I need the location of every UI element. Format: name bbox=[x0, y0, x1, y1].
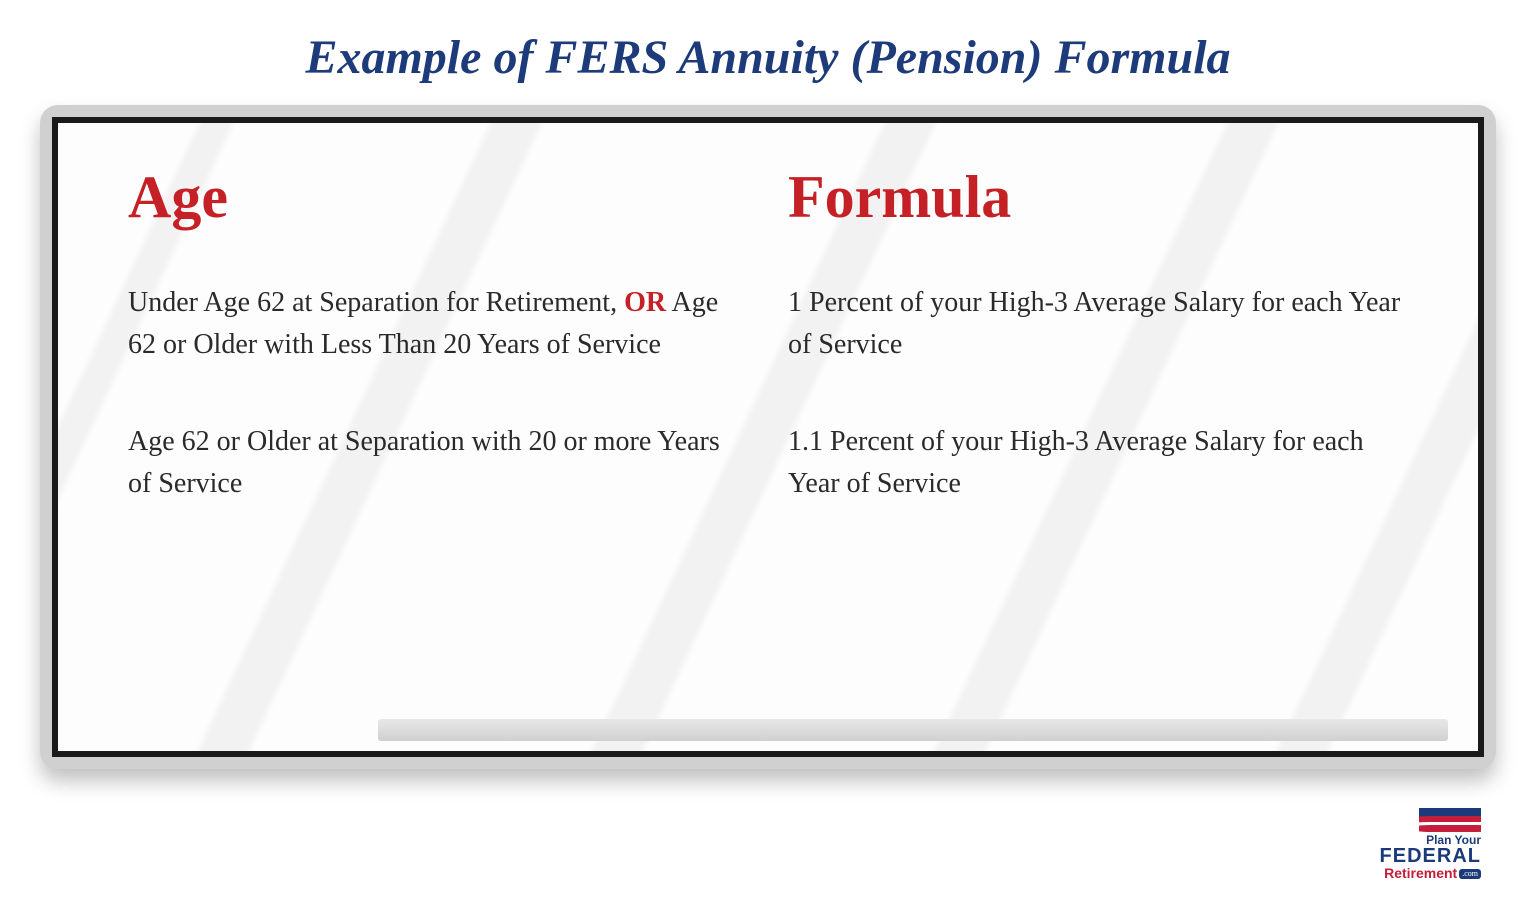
formula-row-2: 1.1 Percent of your High-3 Average Salar… bbox=[788, 421, 1408, 505]
logo-line-2: FEDERAL bbox=[1380, 846, 1481, 866]
age-heading: Age bbox=[128, 163, 748, 232]
age-row-1: Under Age 62 at Separation for Retiremen… bbox=[128, 282, 748, 366]
age-row-2-text: Age 62 or Older at Separation with 20 or… bbox=[128, 426, 720, 499]
formula-column: Formula 1 Percent of your High-3 Average… bbox=[788, 163, 1408, 560]
page-title: Example of FERS Annuity (Pension) Formul… bbox=[0, 0, 1536, 105]
whiteboard-surface: Age Under Age 62 at Separation for Retir… bbox=[52, 117, 1484, 757]
formula-row-1: 1 Percent of your High-3 Average Salary … bbox=[788, 282, 1408, 366]
whiteboard-frame: Age Under Age 62 at Separation for Retir… bbox=[40, 105, 1496, 769]
content-columns: Age Under Age 62 at Separation for Retir… bbox=[128, 163, 1408, 560]
logo-suffix: .com bbox=[1459, 869, 1481, 879]
brand-logo: Plan Your FEDERAL Retirement.com bbox=[1380, 808, 1481, 882]
whiteboard-tray bbox=[378, 719, 1448, 741]
age-row-2: Age 62 or Older at Separation with 20 or… bbox=[128, 421, 748, 505]
flag-icon bbox=[1419, 808, 1481, 832]
logo-line-3: Retirement bbox=[1384, 865, 1457, 881]
age-row-1-or: OR bbox=[624, 287, 666, 318]
formula-heading: Formula bbox=[788, 163, 1408, 232]
age-column: Age Under Age 62 at Separation for Retir… bbox=[128, 163, 748, 560]
age-row-1-pre: Under Age 62 at Separation for Retiremen… bbox=[128, 287, 624, 318]
